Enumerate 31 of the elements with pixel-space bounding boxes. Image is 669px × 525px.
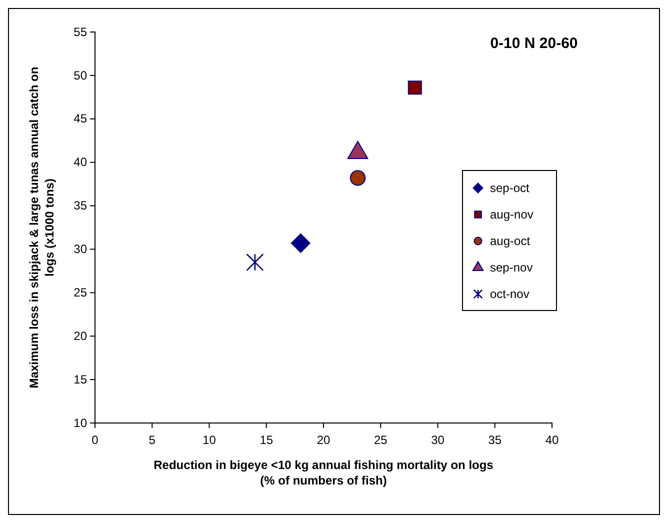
legend-label: aug-nov	[490, 208, 534, 222]
y-tick-label: 40	[74, 155, 88, 170]
y-axis-title: Maximum loss in skipjack & large tunas annual catch on logs (x1000 tons)	[27, 66, 57, 388]
y-tick-label: 35	[74, 198, 88, 213]
point	[408, 80, 422, 95]
x-tick-label: 30	[431, 433, 445, 448]
point	[290, 233, 310, 253]
legend-label: oct-nov	[490, 287, 530, 301]
chart-title: 0-10 N 20-60	[490, 35, 578, 52]
point	[246, 253, 264, 272]
x-axis-title: Reduction in bigeye <10 kg annual fishing mortality on logs (% of numbers of fish)	[154, 458, 494, 488]
y-tick-label: 30	[74, 242, 88, 256]
x-tick-label: 10	[202, 433, 216, 448]
y-tick-label: 15	[74, 372, 88, 386]
x-tick-label: 40	[545, 433, 559, 448]
y-tick-label: 55	[74, 24, 88, 39]
legend-label: aug-oct	[490, 234, 531, 248]
y-tick-label: 25	[74, 286, 88, 300]
x-tick-label: 5	[148, 433, 156, 448]
x-tick-label: 25	[374, 433, 388, 448]
y-tick-label: 10	[74, 416, 88, 430]
point	[350, 170, 366, 186]
x-tick-label: 0	[92, 433, 99, 448]
y-tick-label: 45	[74, 112, 88, 126]
legend-label: sep-oct	[490, 181, 530, 195]
y-tick-label: 20	[74, 328, 88, 343]
y-tick-label: 50	[74, 68, 88, 82]
x-tick-label: 15	[260, 433, 274, 448]
x-tick-label: 20	[316, 433, 330, 448]
legend-label: sep-nov	[490, 260, 533, 274]
x-tick-label: 35	[488, 433, 502, 448]
